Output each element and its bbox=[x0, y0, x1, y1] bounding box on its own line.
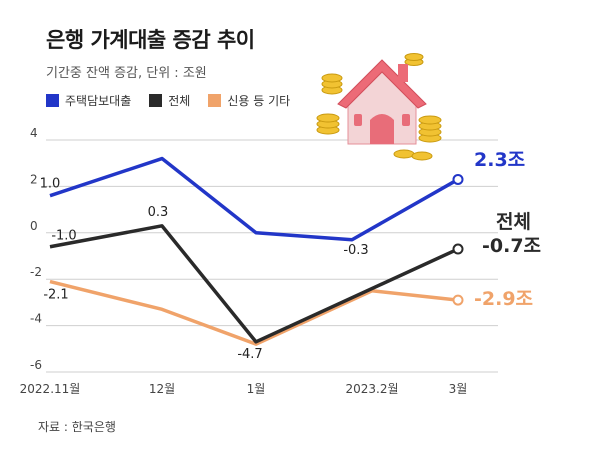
legend-label-mortgage: 주택담보대출 bbox=[65, 94, 132, 108]
end-label-mortgage: 2.3조 bbox=[474, 149, 525, 171]
x-tick-label: 1월 bbox=[247, 382, 266, 396]
data-label-total: -1.0 bbox=[51, 229, 76, 244]
x-tick-label: 3월 bbox=[449, 382, 468, 396]
legend-item-mortgage: 주택담보대출 bbox=[46, 92, 131, 109]
series-line-total bbox=[49, 224, 459, 344]
legend-item-credit: 신용 등 기타 bbox=[208, 92, 290, 109]
legend-swatch-mortgage bbox=[46, 94, 59, 107]
x-tick-label: 12월 bbox=[149, 382, 175, 396]
y-tick-label: -2 bbox=[30, 265, 42, 279]
house-with-coins-icon bbox=[316, 53, 442, 161]
legend-swatch-total bbox=[149, 94, 163, 107]
end-label-top-total: 전체 bbox=[496, 211, 531, 233]
endpoint-marker-total bbox=[452, 243, 464, 255]
y-tick-label: -4 bbox=[30, 312, 42, 326]
chart-title: 은행 가계대출 증감 추이 bbox=[46, 28, 255, 52]
x-tick-label: 2022.11월 bbox=[20, 382, 81, 396]
chart-subtitle: 기간중 잔액 증감, 단위 : 조원 bbox=[46, 66, 207, 81]
y-tick-label: 0 bbox=[30, 219, 38, 233]
y-tick-label: 4 bbox=[30, 126, 38, 140]
y-tick-label: -6 bbox=[30, 358, 42, 372]
legend: 주택담보대출 전체 신용 등 기타 bbox=[46, 92, 308, 109]
end-label-credit: -2.9조 bbox=[474, 288, 533, 310]
data-label-credit: -2.1 bbox=[43, 288, 68, 303]
x-tick-label: 2023.2월 bbox=[345, 382, 398, 396]
endpoint-marker-credit bbox=[452, 294, 464, 306]
endpoint-marker-mortgage bbox=[452, 173, 464, 185]
legend-label-total: 전체 bbox=[168, 94, 191, 108]
y-tick-label: 2 bbox=[30, 172, 38, 186]
legend-swatch-credit bbox=[208, 94, 222, 107]
series-line-mortgage bbox=[49, 156, 459, 242]
legend-item-total: 전체 bbox=[149, 92, 190, 109]
source-note: 자료 : 한국은행 bbox=[38, 420, 116, 434]
end-label-total: -0.7조 bbox=[482, 235, 541, 257]
data-label-total: -4.7 bbox=[237, 347, 262, 362]
data-label-mortgage: -0.3 bbox=[343, 243, 368, 258]
data-label-total: 0.3 bbox=[148, 205, 169, 220]
legend-label-credit: 신용 등 기타 bbox=[227, 94, 291, 108]
series-line-credit bbox=[49, 279, 459, 346]
data-label-mortgage: 1.0 bbox=[40, 177, 61, 192]
